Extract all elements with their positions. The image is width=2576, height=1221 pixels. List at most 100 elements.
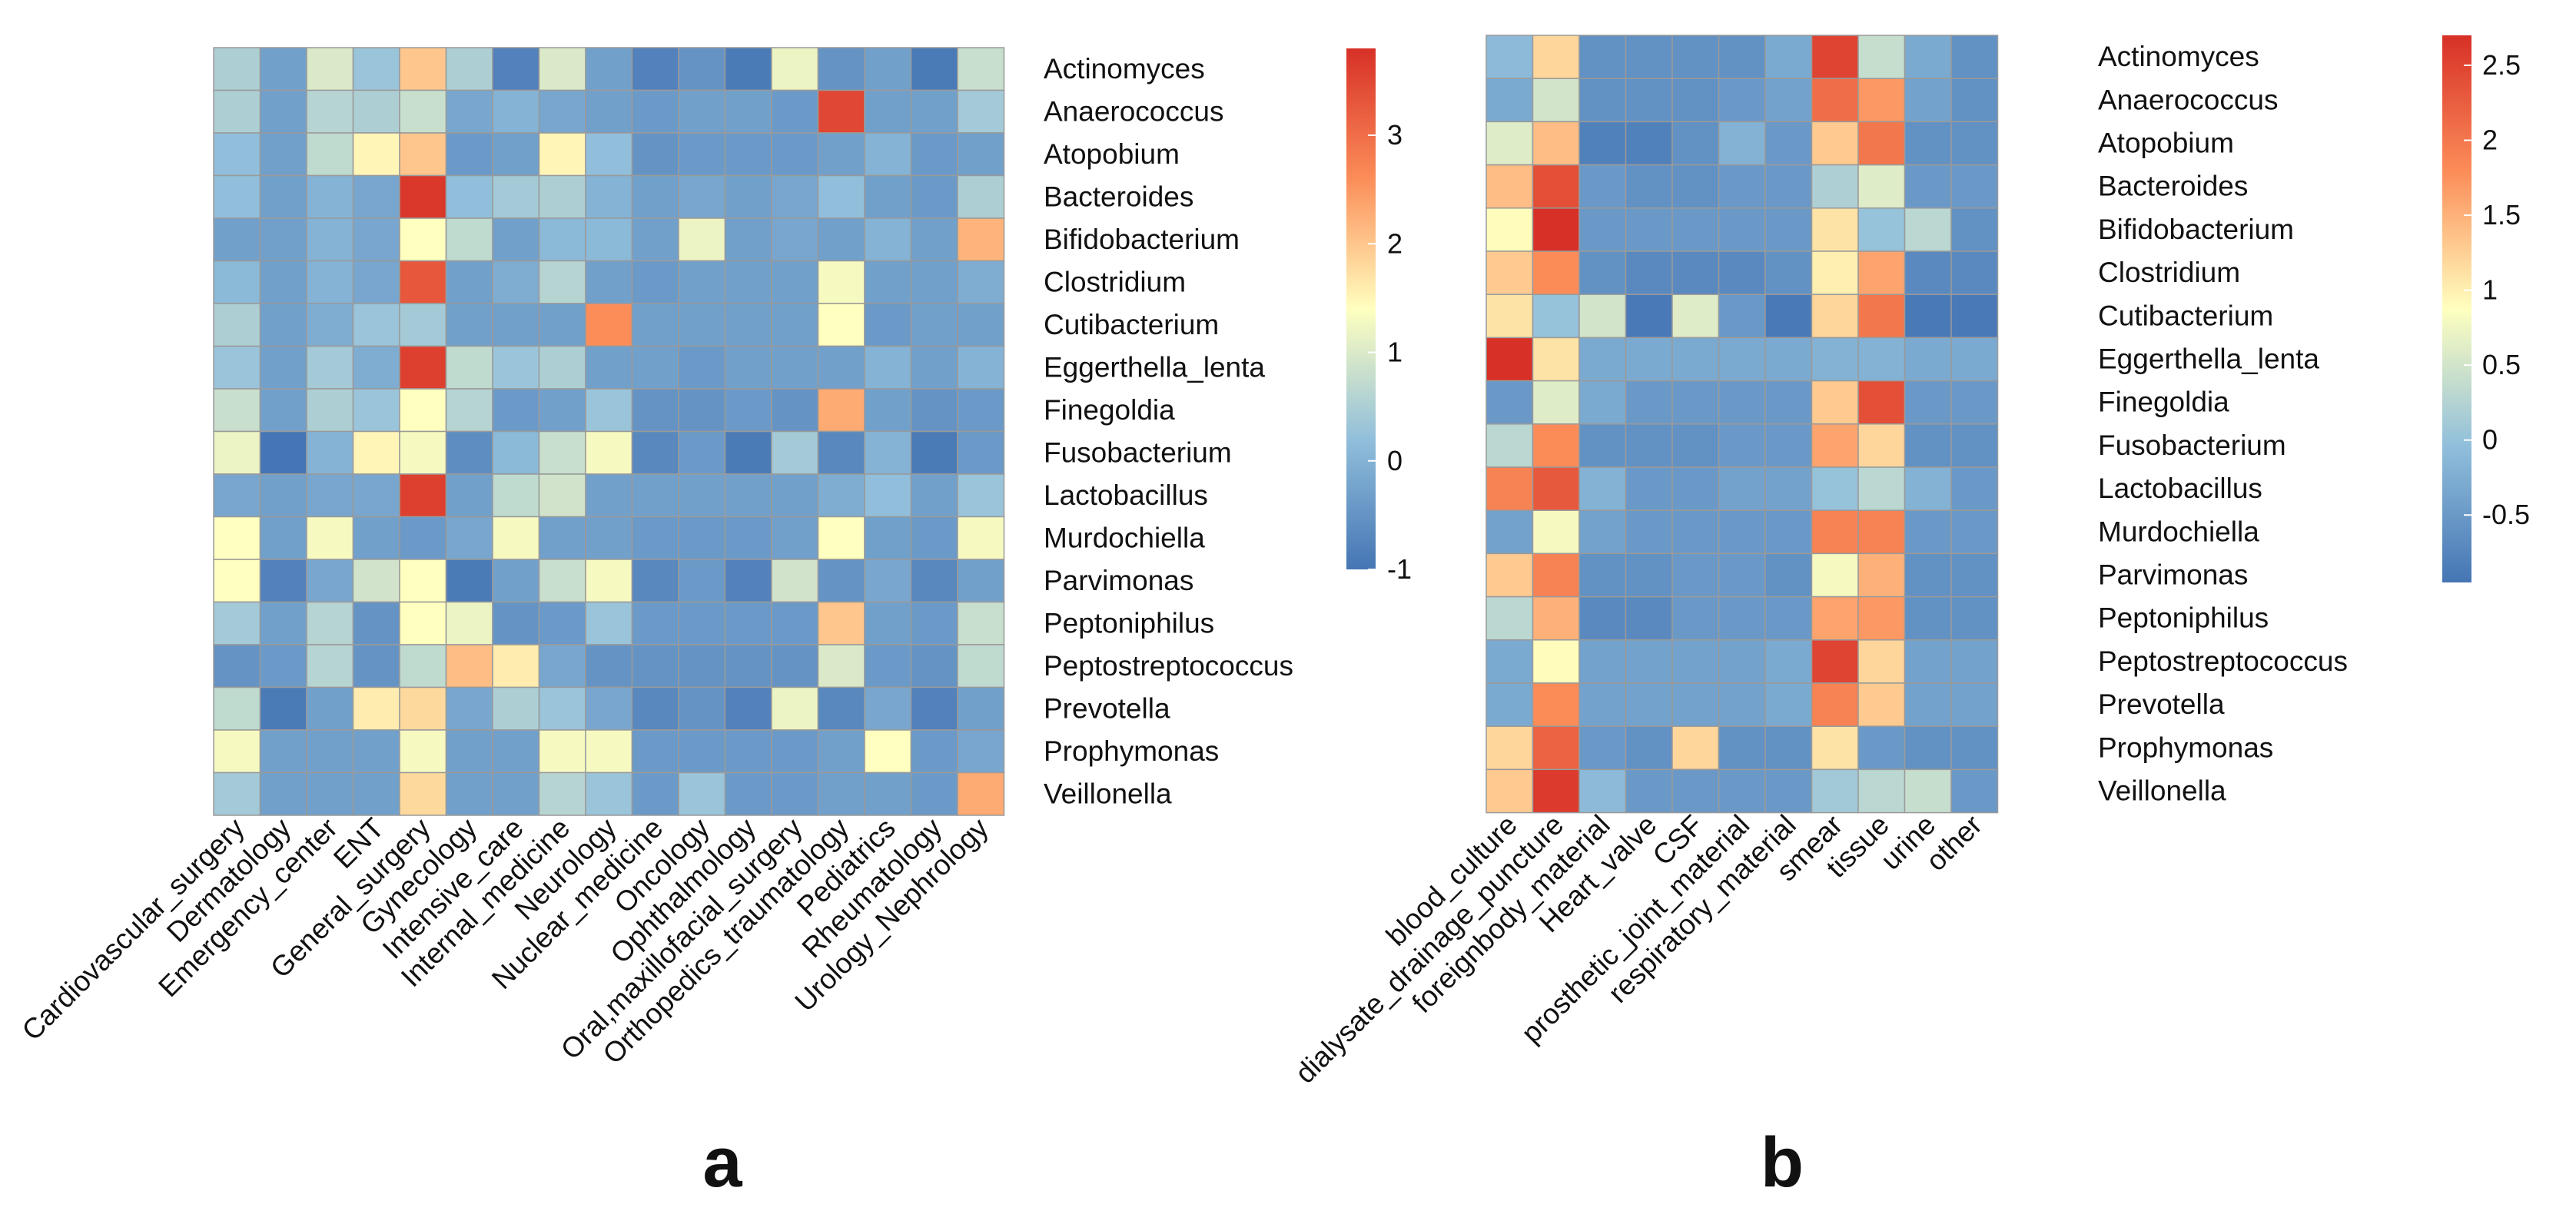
heatmap-cell [1671, 552, 1720, 598]
heatmap-cell [1625, 380, 1673, 425]
heatmap-cell [306, 729, 354, 774]
heatmap-cell [864, 729, 912, 774]
heatmap-cell [910, 473, 958, 518]
heatmap-cell [585, 345, 633, 390]
heatmap-cell [724, 345, 772, 390]
heatmap-cell [306, 217, 354, 262]
heatmap-cell [1857, 466, 1906, 511]
heatmap-cell [306, 303, 354, 347]
heatmap-cell [1811, 251, 1859, 295]
heatmap-cell [213, 388, 261, 433]
heatmap-cell [1811, 466, 1859, 511]
heatmap-cell [1578, 552, 1627, 598]
heatmap-cell [1718, 466, 1766, 511]
row-label: Actinomyces [2098, 41, 2259, 72]
colorbar-tick-label: -0.5 [2482, 499, 2530, 530]
heatmap-cell [1857, 35, 1906, 79]
heatmap-cell [1857, 768, 1906, 814]
heatmap-cell [213, 217, 261, 262]
heatmap-cell [1950, 552, 1999, 598]
heatmap-cell [1532, 380, 1580, 425]
heatmap-cell [1625, 251, 1673, 295]
heatmap-cell [864, 345, 912, 390]
heatmap-cell [1671, 251, 1720, 295]
heatmap-cell [585, 174, 633, 219]
heatmap-cell [1671, 35, 1720, 79]
heatmap-cell [910, 174, 958, 219]
heatmap-cell [957, 47, 1005, 91]
row-label: Peptostreptococcus [2098, 645, 2348, 677]
heatmap-cell [538, 430, 586, 475]
heatmap-cell [1532, 639, 1580, 684]
heatmap-cell [957, 430, 1005, 475]
heatmap-cell [1625, 78, 1673, 123]
heatmap-cell [445, 601, 493, 645]
heatmap-cell [445, 388, 493, 433]
heatmap-panel-b: Actinomyces Anaerococcus Atopobium Bacteroi… [1289, 35, 2530, 1202]
heatmap-cell [1950, 251, 1999, 295]
heatmap-cell [1486, 552, 1534, 598]
row-label: Anaerococcus [1044, 95, 1223, 127]
heatmap-cell [1671, 380, 1720, 425]
heatmap-cell [352, 303, 400, 347]
heatmap-cell [864, 686, 912, 731]
heatmap-cell [585, 559, 633, 603]
row-label: Peptoniphilus [2098, 602, 2269, 634]
heatmap-cell [306, 473, 354, 518]
heatmap-cell [492, 345, 540, 390]
heatmap-cell [724, 174, 772, 219]
heatmap-cell [957, 729, 1005, 774]
heatmap-cell [585, 729, 633, 774]
heatmap-cell [259, 132, 307, 177]
heatmap-cell [1486, 35, 1534, 79]
row-label: Lactobacillus [2098, 473, 2262, 504]
heatmap-cell [910, 430, 958, 475]
heatmap-cell [1578, 35, 1627, 79]
heatmap-cell [1764, 466, 1813, 511]
heatmap-cell [631, 430, 679, 475]
heatmap-cell [399, 430, 447, 475]
heatmap-cell [631, 174, 679, 219]
heatmap-cell [724, 217, 772, 262]
heatmap-cell [910, 729, 958, 774]
heatmap-cell [1578, 768, 1627, 814]
heatmap-cell [1486, 509, 1534, 555]
heatmap-cell [631, 686, 679, 731]
row-label: Fusobacterium [2098, 430, 2286, 461]
heatmap-cell [1718, 725, 1766, 771]
heatmap-cell [399, 303, 447, 347]
heatmap-cell [399, 132, 447, 177]
heatmap-cell [1718, 121, 1766, 166]
heatmap-cell [585, 516, 633, 560]
heatmap-cell [352, 217, 400, 262]
heatmap-cell [352, 345, 400, 390]
heatmap-cell [631, 345, 679, 390]
heatmap-cell [631, 217, 679, 262]
heatmap-cell [1857, 725, 1906, 771]
heatmap-cell [399, 729, 447, 774]
heatmap-cell [771, 430, 819, 475]
heatmap-cell [399, 217, 447, 262]
heatmap-cell [957, 345, 1005, 390]
heatmap-cell [1857, 121, 1906, 166]
heatmap-cell [585, 132, 633, 177]
heatmap-cell [538, 729, 586, 774]
heatmap-cell [585, 686, 633, 731]
heatmap-cell [492, 132, 540, 177]
heatmap-cell [678, 89, 726, 134]
heatmap-cell [1486, 78, 1534, 123]
heatmap-cell [352, 601, 400, 645]
heatmap-cell [538, 473, 586, 518]
heatmap-cell [306, 388, 354, 433]
heatmap-cell [1578, 294, 1627, 339]
heatmap-cell [1904, 725, 1952, 771]
heatmap-cell [724, 89, 772, 134]
heatmap-cell [1532, 768, 1580, 814]
heatmap-cell [213, 89, 261, 134]
heatmap-cell [213, 345, 261, 390]
heatmap-cell [678, 771, 726, 816]
heatmap-cell [1486, 294, 1534, 339]
row-label: Murdochiella [2098, 516, 2259, 547]
heatmap-cell [1764, 121, 1813, 166]
row-label: Prevotella [2098, 688, 2225, 720]
